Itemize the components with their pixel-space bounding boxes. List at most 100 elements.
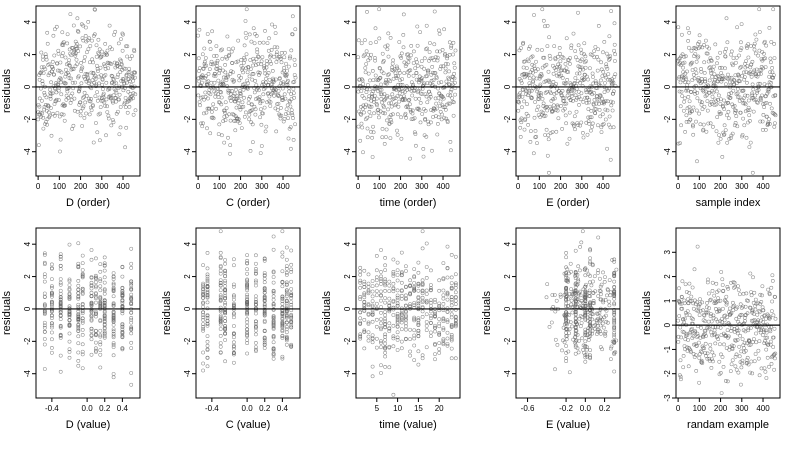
data-point	[441, 341, 446, 345]
data-point	[370, 294, 375, 299]
data-point	[383, 350, 387, 355]
data-point	[762, 101, 767, 106]
data-point	[578, 268, 582, 273]
y-tick-label: 4	[343, 19, 352, 24]
data-point	[365, 115, 370, 120]
data-point	[710, 68, 715, 72]
data-point	[610, 77, 614, 82]
data-point	[751, 87, 756, 92]
data-point	[583, 88, 588, 92]
data-point	[369, 129, 373, 134]
data-point	[745, 108, 750, 113]
data-point	[539, 72, 544, 76]
data-point	[42, 325, 47, 330]
data-point	[565, 78, 570, 82]
data-point	[56, 48, 61, 53]
data-point	[690, 78, 695, 82]
data-point	[207, 67, 212, 71]
data-point	[441, 319, 446, 323]
data-point	[599, 60, 603, 65]
data-point	[58, 280, 63, 285]
data-point	[362, 318, 367, 322]
data-point	[94, 275, 98, 280]
x-tick-label: 0	[676, 182, 681, 191]
data-point	[274, 60, 279, 64]
data-point	[576, 264, 581, 269]
data-point	[205, 279, 210, 283]
data-point	[738, 333, 742, 338]
data-point	[414, 71, 419, 75]
data-point	[76, 334, 81, 339]
data-point	[412, 328, 417, 333]
data-point	[694, 369, 699, 373]
y-tick-label: -4	[663, 148, 672, 156]
data-point	[430, 65, 435, 69]
data-point	[262, 296, 267, 300]
data-point	[734, 60, 738, 65]
data-point	[424, 320, 429, 324]
data-point	[223, 280, 227, 285]
data-point	[76, 312, 81, 317]
data-point	[586, 100, 591, 105]
data-point	[120, 274, 125, 279]
data-point	[529, 96, 534, 101]
data-point	[58, 291, 63, 296]
data-point	[98, 328, 103, 333]
data-point	[245, 288, 249, 293]
data-point	[366, 71, 371, 76]
x-tick-label: 20	[435, 404, 444, 413]
data-point	[755, 312, 760, 317]
data-point	[680, 94, 685, 98]
data-point	[359, 41, 364, 46]
data-point	[67, 350, 72, 354]
data-point	[381, 59, 386, 63]
data-point	[111, 304, 116, 308]
data-point	[58, 277, 63, 281]
data-point	[205, 277, 210, 281]
data-point	[696, 54, 701, 59]
data-point	[249, 39, 254, 44]
data-point	[563, 81, 568, 86]
data-point	[429, 288, 433, 293]
data-point	[424, 288, 429, 293]
y-tick-label: 2	[343, 52, 352, 57]
data-point	[196, 93, 201, 98]
data-point	[102, 317, 107, 322]
data-point	[258, 115, 262, 120]
data-point	[583, 54, 588, 59]
data-point	[245, 338, 249, 342]
data-point	[254, 294, 258, 299]
data-point	[284, 74, 289, 79]
data-point	[119, 62, 124, 67]
data-point	[428, 41, 432, 45]
data-point	[220, 79, 225, 84]
data-point	[67, 58, 71, 63]
data-point	[211, 116, 216, 121]
data-point	[683, 130, 687, 134]
data-point	[574, 55, 578, 60]
data-point	[120, 291, 125, 296]
data-point	[705, 51, 710, 56]
data-point	[245, 294, 249, 299]
data-point	[254, 302, 258, 306]
data-point	[268, 100, 273, 104]
data-point	[720, 320, 724, 325]
data-point	[449, 44, 454, 48]
data-point	[703, 94, 708, 99]
data-point	[596, 329, 600, 334]
data-point	[707, 306, 711, 311]
data-point	[360, 107, 365, 111]
data-point	[679, 377, 683, 382]
data-point	[58, 353, 63, 358]
data-point	[771, 94, 776, 99]
data-point	[102, 315, 107, 319]
data-point	[38, 110, 43, 115]
data-point	[401, 33, 406, 37]
data-point	[408, 283, 412, 288]
data-point	[694, 59, 699, 64]
data-point	[102, 64, 107, 68]
data-point	[210, 115, 215, 120]
data-point	[699, 69, 704, 74]
data-point	[453, 298, 458, 303]
data-point	[89, 337, 94, 342]
